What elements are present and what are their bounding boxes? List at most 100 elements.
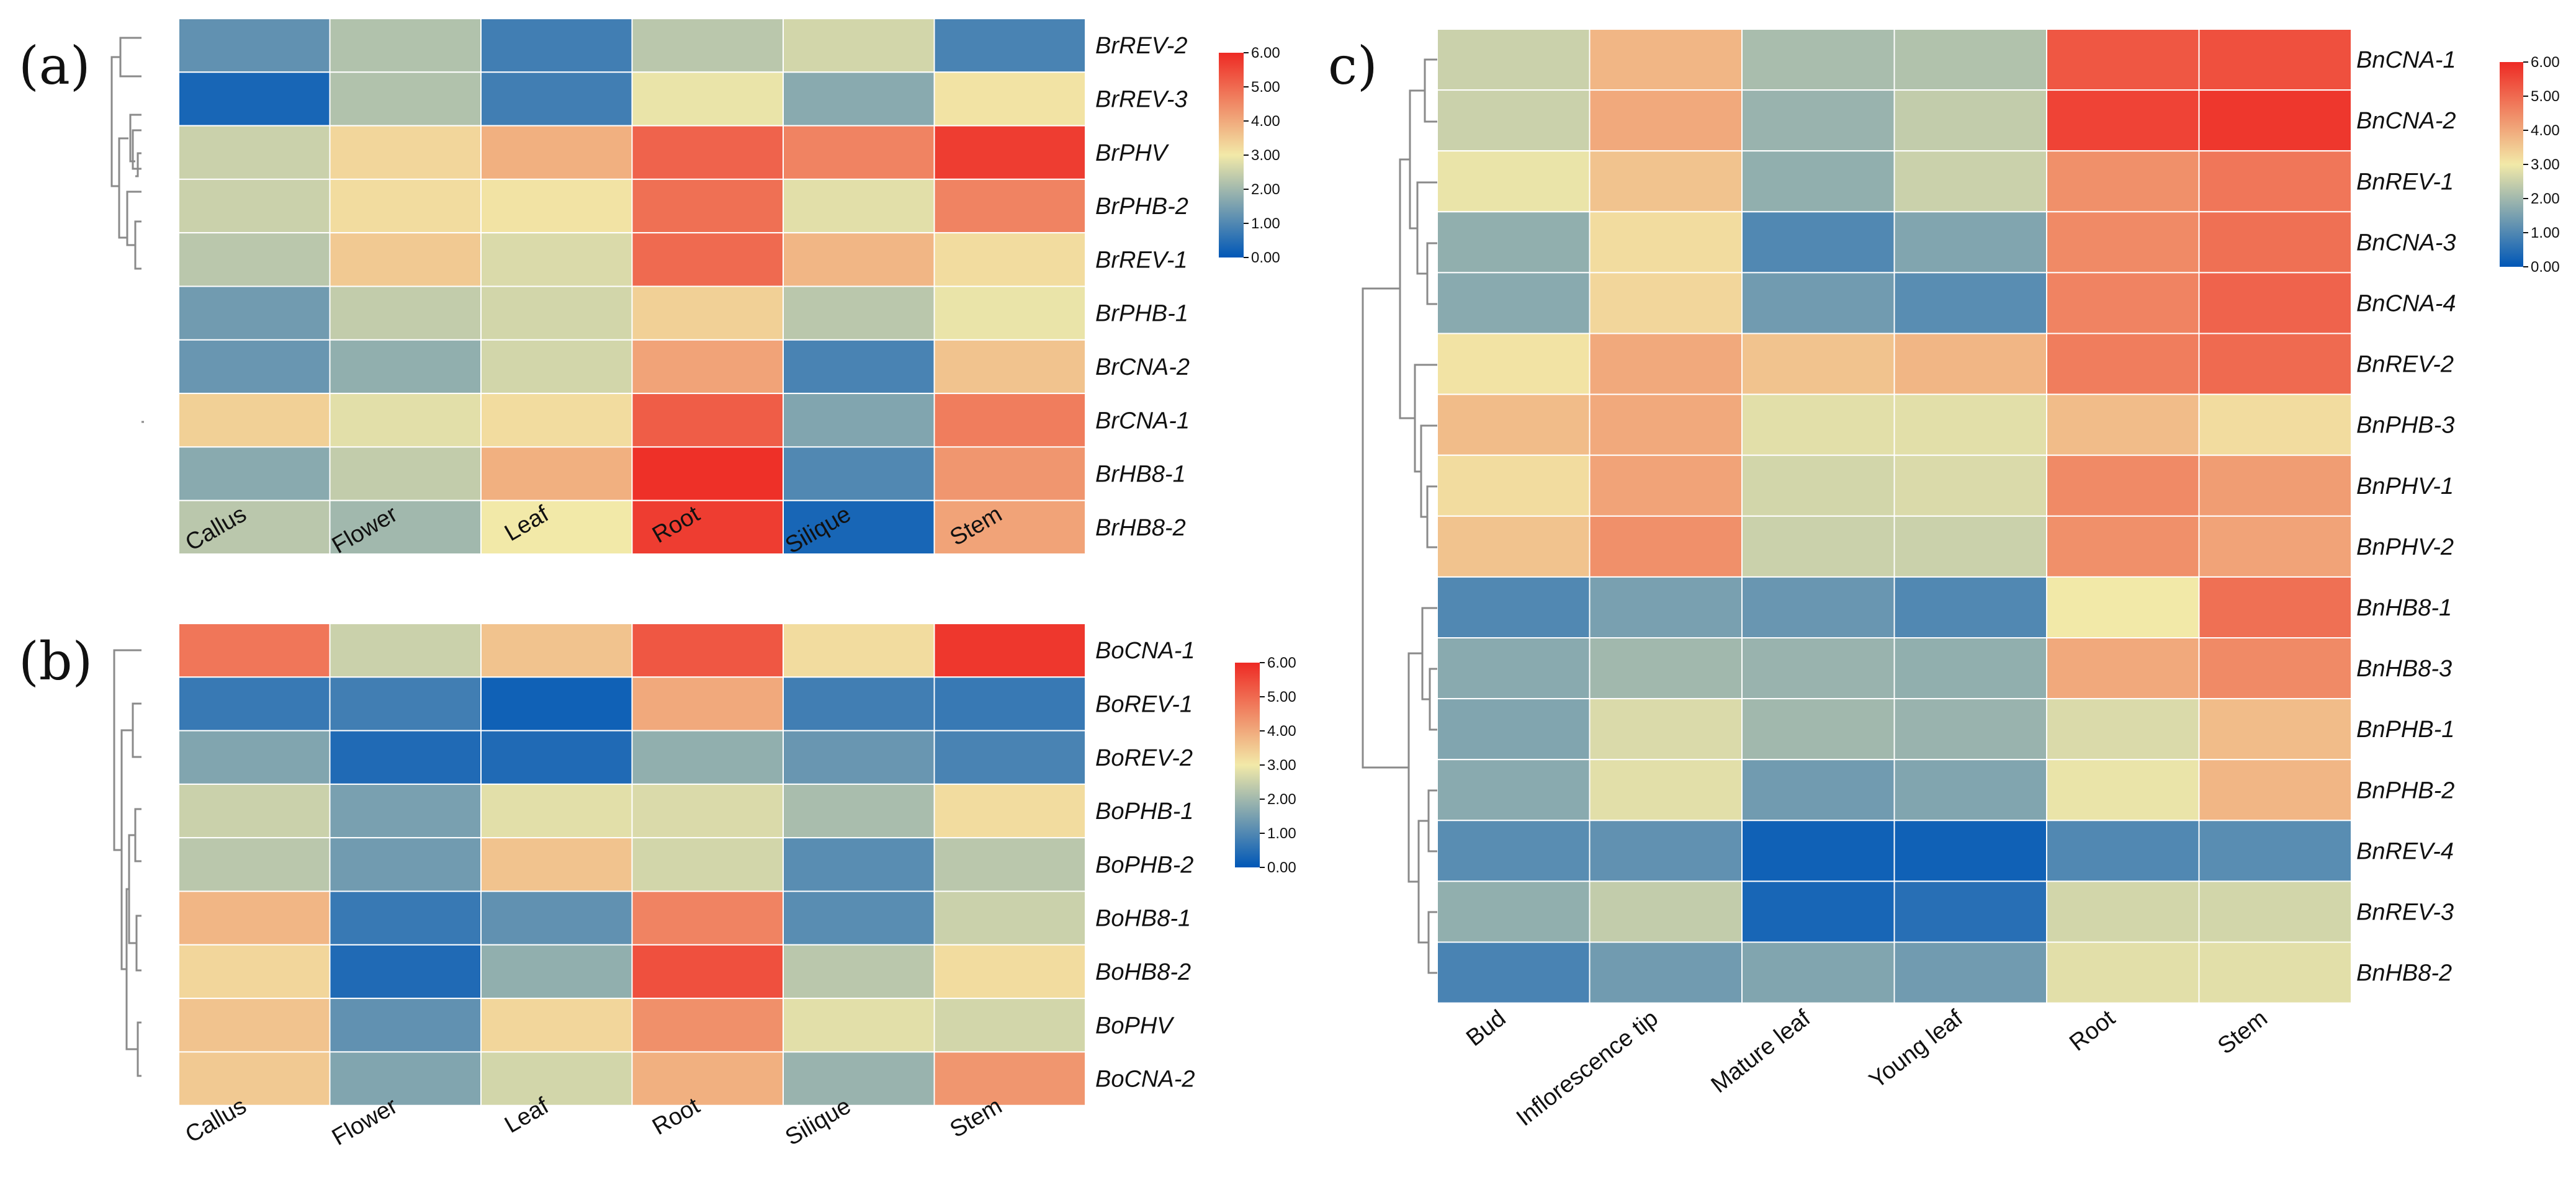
row-label: BoHB8-2 (1095, 959, 1191, 985)
heatmap-cell-BnHB8-1-Young leaf (1893, 576, 2047, 639)
heatmap-cell-BnPHB-2-Root (2046, 759, 2200, 821)
heatmap-cell-BnREV-3-Bud (1437, 880, 1591, 943)
heatmap-cell-BrPHV-Callus (178, 125, 331, 180)
heatmap-cell-BnCNA-2-Inflorescence tip (1589, 89, 1743, 152)
row-label: BoCNA-1 (1095, 638, 1195, 664)
row-label: BnPHV-1 (2356, 473, 2454, 499)
legend-tick-label: 0.00 (2531, 259, 2560, 275)
row-label: BnPHV-2 (2356, 534, 2454, 560)
heatmap-cell-BrPHB-2-Flower (329, 178, 482, 234)
heatmap-cell-BnPHB-3-Bud (1437, 393, 1591, 456)
heatmap-cell-BrCNA-2-Leaf (480, 339, 633, 395)
heatmap-cell-BoPHB-2-Silique (783, 837, 935, 892)
heatmap-cell-BnPHV-1-Bud (1437, 454, 1591, 517)
heatmap-cell-BoPHB-1-Root (631, 783, 784, 839)
heatmap-cell-BoHB8-2-Silique (783, 944, 935, 1000)
heatmap-cell-BrPHV-Stem (933, 125, 1086, 180)
heatmap-cell-BoHB8-1-Stem (933, 890, 1086, 946)
heatmap-cell-BoCNA-2-Silique (783, 1051, 935, 1106)
heatmap-cell-BnPHB-1-Young leaf (1893, 698, 2047, 761)
heatmap-cell-BrPHV-Leaf (480, 125, 633, 180)
dendrogram-panel-c (1362, 58, 1437, 974)
heatmap-cell-BnPHV-1-Stem (2198, 454, 2352, 517)
row-label: BoPHB-2 (1095, 852, 1193, 878)
row-label: BnCNA-4 (2356, 290, 2456, 316)
heatmap-cell-BrHB8-2-Leaf (480, 499, 633, 555)
heatmap-cell-BoCNA-1-Flower (329, 623, 482, 678)
heatmap-cell-BnREV-2-Stem (2198, 333, 2352, 395)
row-label: BoREV-2 (1095, 745, 1193, 771)
heatmap-cell-BoCNA-1-Callus (178, 623, 331, 678)
heatmap-cell-BoPHV-Stem (933, 998, 1086, 1053)
heatmap-cell-BrREV-1-Silique (783, 232, 935, 287)
heatmap-cell-BoREV-2-Root (631, 730, 784, 785)
heatmap-cell-BnPHV-2-Stem (2198, 515, 2352, 578)
heatmap-cell-BnHB8-1-Inflorescence tip (1589, 576, 1743, 639)
heatmap-cell-BnHB8-3-Stem (2198, 637, 2352, 700)
heatmap-cell-BrREV-3-Stem (933, 71, 1086, 127)
heatmap-cell-BoCNA-1-Root (631, 623, 784, 678)
heatmap-cell-BoPHB-2-Flower (329, 837, 482, 892)
heatmap-cell-BrHB8-1-Leaf (480, 446, 633, 501)
heatmap-cell-BnHB8-2-Young leaf (1893, 941, 2047, 1004)
heatmap-cell-BnPHV-2-Inflorescence tip (1589, 515, 1743, 578)
heatmap-cell-BrPHB-2-Silique (783, 178, 935, 234)
legend-tick-label: 3.00 (1251, 147, 1280, 164)
heatmap-cell-BnREV-1-Young leaf (1893, 150, 2047, 213)
heatmap-cell-BnPHV-2-Mature leaf (1741, 515, 1895, 578)
heatmap-cell-BnREV-3-Root (2046, 880, 2200, 943)
heatmap-cell-BnREV-1-Mature leaf (1741, 150, 1895, 213)
heatmap-cell-BnHB8-2-Inflorescence tip (1589, 941, 1743, 1004)
heatmap-cell-BoCNA-1-Silique (783, 623, 935, 678)
row-label: BnREV-3 (2356, 899, 2454, 925)
heatmap-cell-BrHB8-1-Flower (329, 446, 482, 501)
heatmap-cell-BoREV-1-Flower (329, 676, 482, 732)
heatmap-cell-BnCNA-4-Young leaf (1893, 272, 2047, 334)
legend-tick-label: 5.00 (1267, 689, 1296, 705)
panel-label: (b) (19, 631, 92, 692)
heatmap-cell-BrHB8-1-Stem (933, 446, 1086, 501)
heatmap-cell-BnCNA-3-Root (2046, 211, 2200, 274)
heatmap-cell-BrPHB-1-Silique (783, 285, 935, 341)
heatmap-cell-BrCNA-2-Stem (933, 339, 1086, 395)
heatmap-cell-BrCNA-1-Leaf (480, 393, 633, 448)
row-label: BrHB8-2 (1095, 515, 1186, 541)
heatmap-cell-BnPHV-1-Root (2046, 454, 2200, 517)
heatmap-cell-BrCNA-1-Root (631, 393, 784, 448)
heatmap-cell-BnREV-3-Young leaf (1893, 880, 2047, 943)
heatmap-cell-BnHB8-3-Young leaf (1893, 637, 2047, 700)
heatmap-cell-BrCNA-2-Root (631, 339, 784, 395)
heatmap-cell-BnCNA-4-Inflorescence tip (1589, 272, 1743, 334)
heatmap-cell-BnCNA-4-Stem (2198, 272, 2352, 334)
heatmap-cell-BnCNA-2-Young leaf (1893, 89, 2047, 152)
color-legend-bar (2500, 62, 2523, 267)
heatmap-cell-BnHB8-1-Mature leaf (1741, 576, 1895, 639)
heatmap-cell-BnPHV-1-Mature leaf (1741, 454, 1895, 517)
heatmap-panel-c: c) BnCNA-1 BnCNA-2 BnREV-1 BnCNA-3 BnCNA-4 BnR… (1328, 29, 2560, 1131)
legend-tick-label: 6.00 (1267, 655, 1296, 671)
heatmap-cell-BrREV-3-Leaf (480, 71, 633, 127)
heatmap-cell-BnCNA-3-Mature leaf (1741, 211, 1895, 274)
legend-tick-label: 3.00 (2531, 156, 2560, 173)
heatmap-cell-BnREV-4-Bud (1437, 820, 1591, 882)
heatmap-cell-BoREV-2-Silique (783, 730, 935, 785)
row-label: BnPHB-3 (2356, 413, 2454, 439)
row-label: BnCNA-1 (2356, 47, 2456, 73)
heatmap-cell-BrPHB-1-Leaf (480, 285, 633, 341)
heatmap-cell-BoPHB-2-Leaf (480, 837, 633, 892)
heatmap-cell-BnHB8-2-Mature leaf (1741, 941, 1895, 1004)
heatmap-cell-BnCNA-1-Young leaf (1893, 29, 2047, 91)
heatmap-cell-BoPHV-Callus (178, 998, 331, 1053)
heatmap-cell-BoPHV-Flower (329, 998, 482, 1053)
heatmap-cell-BnREV-1-Root (2046, 150, 2200, 213)
heatmap-cell-BoPHB-1-Stem (933, 783, 1086, 839)
column-label: Young leaf (1864, 1005, 1968, 1094)
heatmap-cell-BnHB8-3-Root (2046, 637, 2200, 700)
heatmap-cell-BrCNA-1-Callus (178, 393, 331, 448)
legend-tick-label: 3.00 (1267, 757, 1296, 774)
heatmap-cell-BoCNA-2-Root (631, 1051, 784, 1106)
heatmap-cell-BnREV-3-Mature leaf (1741, 880, 1895, 943)
heatmap-cell-BnREV-4-Mature leaf (1741, 820, 1895, 882)
heatmap-cell-BnCNA-2-Stem (2198, 89, 2352, 152)
legend-tick-label: 0.00 (1267, 859, 1296, 876)
